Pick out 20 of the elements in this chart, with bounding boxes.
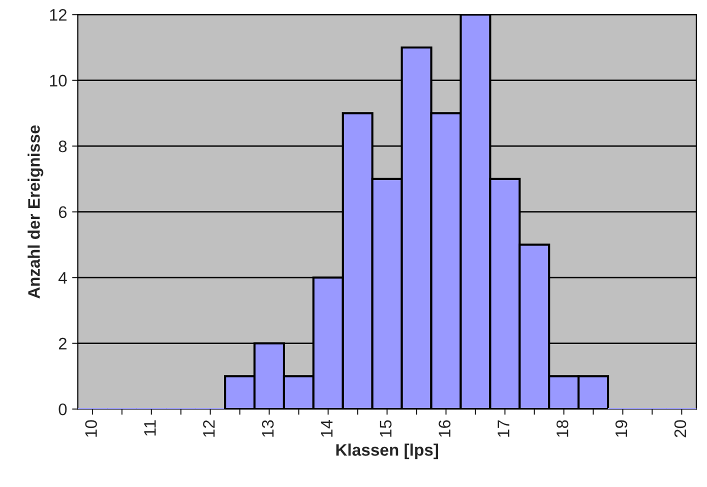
x-tick-label: 19 [615,420,628,437]
x-tick-label: 16 [438,420,450,437]
y-tick-label: 8 [58,140,67,152]
y-tick-label: 6 [58,206,67,218]
x-tick-label: 20 [674,420,686,438]
x-tick-label: 10 [85,420,97,437]
x-tick-label: 17 [498,420,510,437]
y-tick-label: 0 [58,403,67,416]
y-tick-label: 10 [50,74,67,87]
x-tick-label: 11 [144,420,156,436]
x-tick-label: 18 [556,420,568,437]
x-tick-label: 14 [321,420,332,437]
y-tick-label: 12 [50,9,67,21]
y-tick-label: 4 [58,272,67,284]
x-tick-label: 13 [262,420,274,437]
y-axis-title: Anzahl der Ereignisse [28,125,44,298]
x-tick-label: 15 [380,420,392,437]
x-tick-label: 12 [203,420,215,437]
x-axis-title: Klassen [lps] [336,444,438,460]
y-tick-label: 2 [58,338,67,350]
